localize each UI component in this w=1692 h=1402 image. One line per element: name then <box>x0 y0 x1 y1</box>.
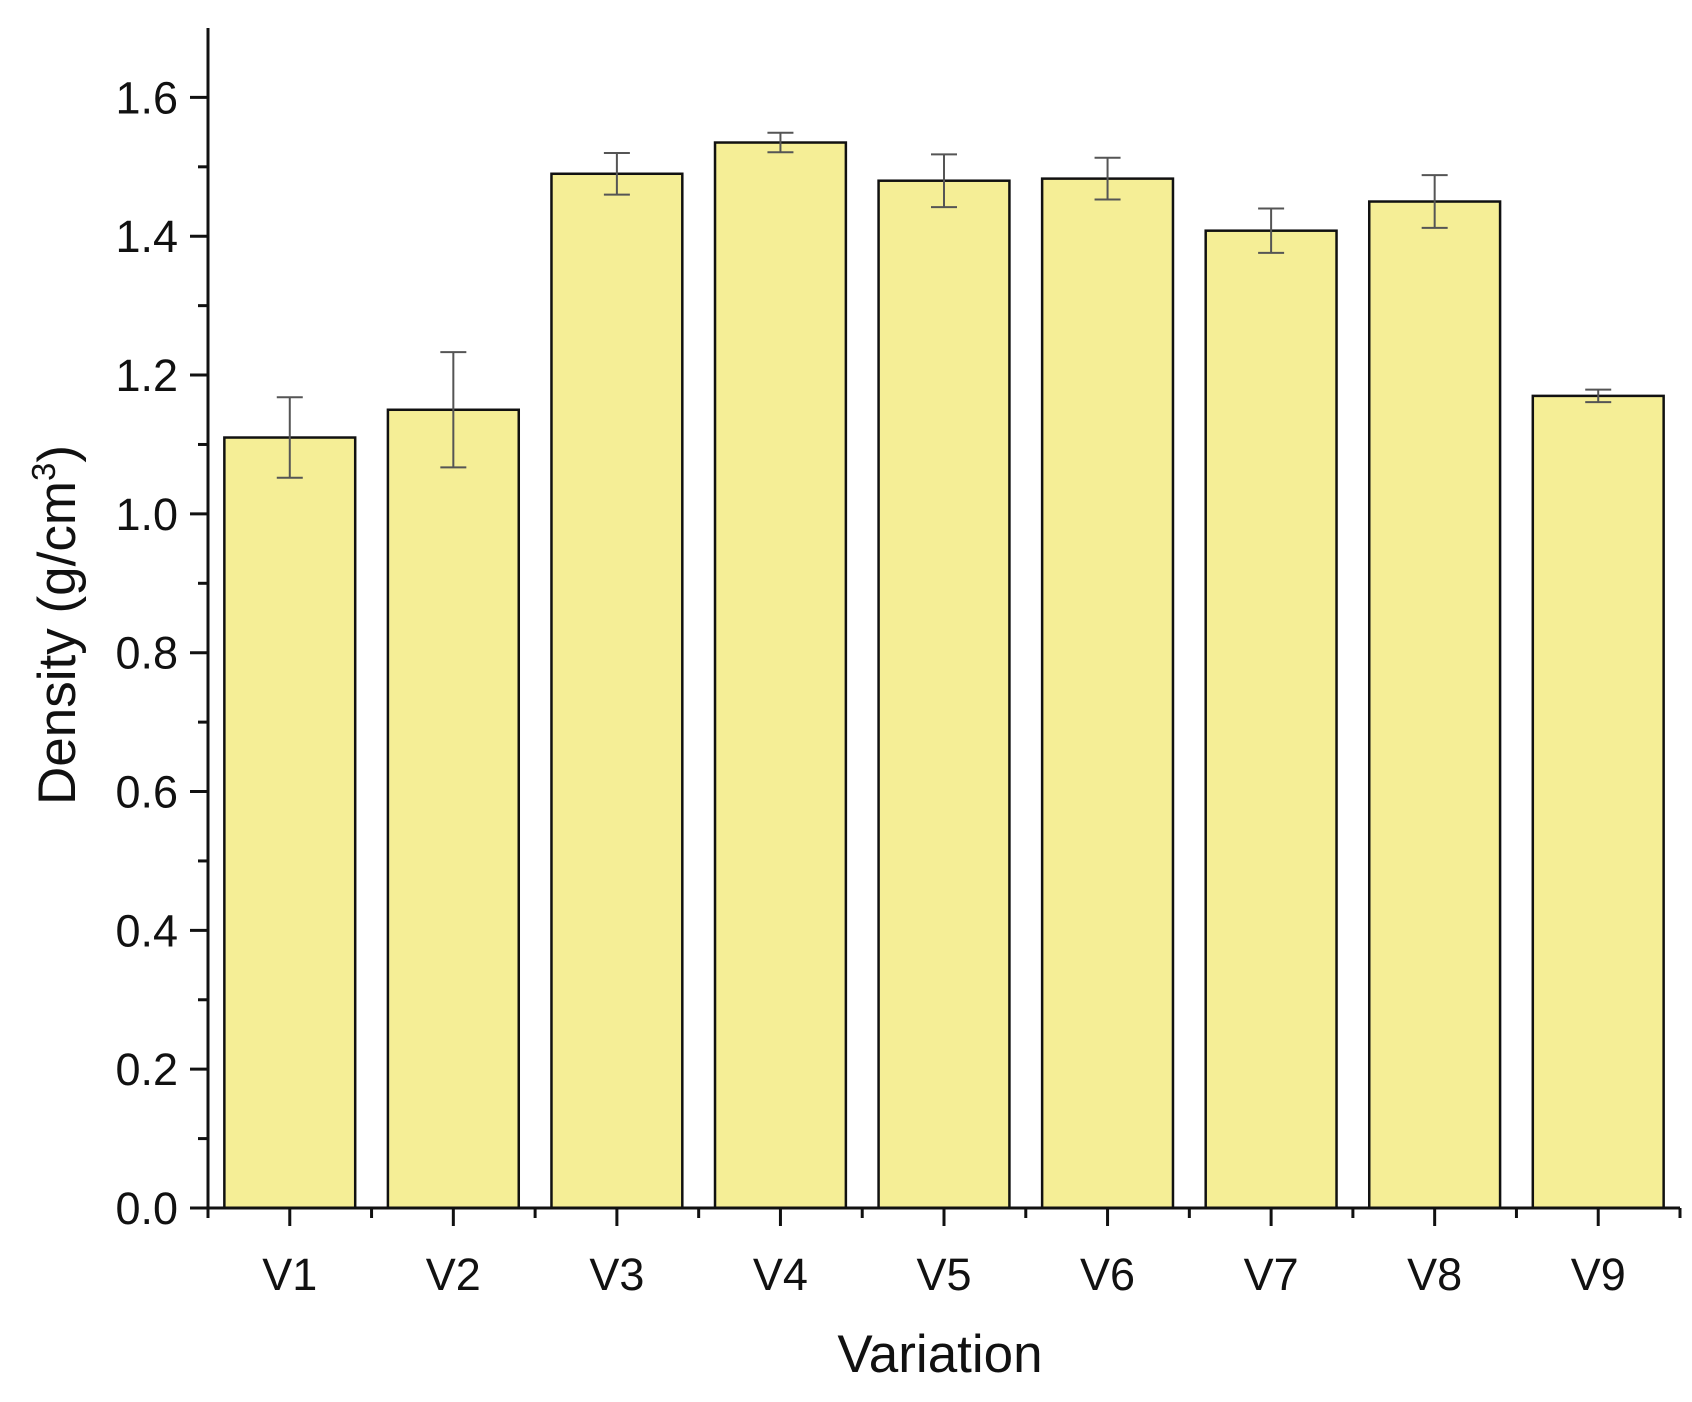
y-tick-label: 0.4 <box>115 905 178 956</box>
bar-v8 <box>1367 200 1502 1210</box>
y-tick-label: 1.6 <box>115 72 178 123</box>
x-tick-label-v1: V1 <box>262 1249 317 1300</box>
y-tick-label: 0.2 <box>115 1044 178 1095</box>
y-tick-label: 1.4 <box>115 211 178 262</box>
error-bar-v2 <box>440 351 467 469</box>
y-tick-label: 0.6 <box>115 767 178 818</box>
bar-v7 <box>1204 229 1338 1210</box>
y-tick-label: 1.2 <box>115 350 178 401</box>
x-tick-label-v6: V6 <box>1080 1249 1135 1300</box>
x-axis-title: Variation <box>837 1325 1042 1384</box>
axes-layer <box>190 28 1682 1226</box>
x-tick-label-v3: V3 <box>589 1249 644 1300</box>
error-bar-v9 <box>1585 388 1612 404</box>
error-bar-v4 <box>767 131 794 154</box>
y-axis-title: Density (g/cm3) <box>25 445 87 805</box>
x-tick-label-v8: V8 <box>1407 1249 1462 1300</box>
bar-v5 <box>877 179 1011 1210</box>
y-axis-title-close: ) <box>28 445 87 463</box>
x-tick-label-v5: V5 <box>916 1249 971 1300</box>
y-axis-title-superscript: 3 <box>25 463 62 481</box>
error-bar-v1 <box>276 396 303 479</box>
bars-layer <box>223 141 1665 1210</box>
y-tick-label: 0.8 <box>115 628 178 679</box>
bar-v9 <box>1531 394 1665 1210</box>
error-bars-layer <box>276 131 1612 479</box>
y-tick-label: 0.0 <box>115 1183 178 1234</box>
error-bar-v8 <box>1421 174 1448 229</box>
x-tick-label-v7: V7 <box>1244 1249 1299 1300</box>
error-bar-v5 <box>931 153 957 209</box>
bar-v4 <box>713 141 848 1210</box>
y-tick-label: 1.0 <box>115 489 178 540</box>
error-bar-v7 <box>1258 207 1285 254</box>
y-axis-title-main: Density (g/cm <box>28 481 87 805</box>
error-bar-v6 <box>1094 156 1121 201</box>
x-tick-label-v2: V2 <box>426 1249 481 1300</box>
bar-v3 <box>550 172 684 1210</box>
x-tick-label-v9: V9 <box>1571 1249 1626 1300</box>
x-tick-label-v4: V4 <box>753 1249 808 1300</box>
error-bar-v3 <box>603 151 630 196</box>
bar-v1 <box>223 436 357 1210</box>
bar-v6 <box>1040 177 1175 1210</box>
bar-v2 <box>386 408 521 1210</box>
tick-labels-layer: V1 V2 V3 V4 V5 V6 V7 V8 V9 0.0 0.2 0.4 0.6 0.8 1.0 1.2 1… <box>115 72 1625 1300</box>
